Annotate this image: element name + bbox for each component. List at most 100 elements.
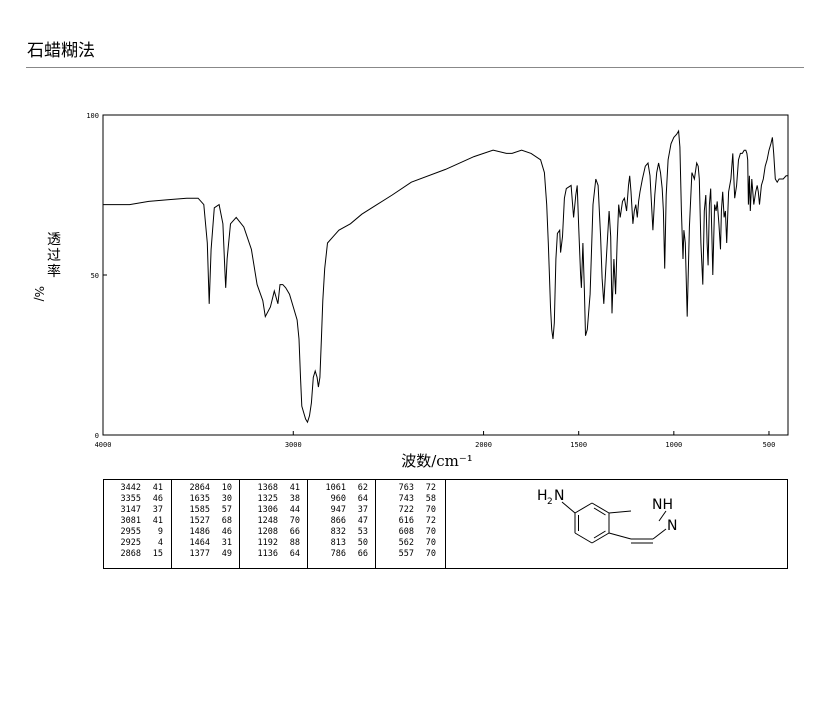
peak-row: 947 37	[308, 505, 375, 516]
peak-wavenumber: 960	[330, 494, 346, 504]
x-tick-label: 500	[763, 441, 776, 449]
peak-wavenumber: 1136	[257, 549, 278, 559]
structure-bonds	[561, 501, 667, 544]
peak-transmittance: 70	[425, 527, 436, 537]
peak-transmittance: 46	[152, 494, 163, 504]
peak-row: 960 64	[308, 494, 375, 505]
peak-row: 813 50	[308, 538, 375, 549]
peak-wavenumber: 1248	[257, 516, 278, 526]
peak-row: 763 72	[376, 483, 445, 494]
peak-wavenumber: 1527	[189, 516, 210, 526]
peak-transmittance: 68	[221, 516, 232, 526]
amine-h-label: H	[537, 488, 548, 504]
peak-row: 743 58	[376, 494, 445, 505]
nh-label: NH	[652, 497, 673, 513]
peak-wavenumber: 813	[330, 538, 346, 548]
peak-transmittance: 53	[357, 527, 368, 537]
peak-row: 786 66	[308, 549, 375, 560]
y-axis-ticks: 0 50 100	[86, 112, 107, 440]
peak-table-column: 763 72 743 58 722 70 616 72 608 70 562 70 557 70	[376, 479, 446, 569]
peak-transmittance: 30	[221, 494, 232, 504]
peak-row: 1377 49	[172, 549, 239, 560]
peak-transmittance: 57	[221, 505, 232, 515]
peak-wavenumber: 2955	[120, 527, 141, 537]
y-axis-label-char: 率	[47, 264, 61, 280]
peak-transmittance: 46	[221, 527, 232, 537]
peak-row: 1325 38	[240, 494, 307, 505]
peak-wavenumber: 1486	[189, 527, 210, 537]
peak-transmittance: 70	[425, 549, 436, 559]
peak-transmittance: 9	[157, 527, 163, 537]
peak-table-column: 1368 41 1325 38 1306 44 1248 70 1208 66 1192 88 1136…	[240, 479, 308, 569]
peak-transmittance: 64	[357, 494, 368, 504]
peak-row: 3147 37	[103, 505, 171, 516]
peak-row: 722 70	[376, 505, 445, 516]
title-divider	[26, 67, 804, 68]
peak-transmittance: 49	[221, 549, 232, 559]
peak-row: 1208 66	[240, 527, 307, 538]
y-axis-label-char: 过	[47, 248, 61, 264]
peak-wavenumber: 1464	[189, 538, 210, 548]
peak-wavenumber: 1208	[257, 527, 278, 537]
peak-transmittance: 41	[152, 516, 163, 526]
x-tick-label: 4000	[95, 441, 112, 449]
peak-wavenumber: 562	[398, 538, 414, 548]
peak-transmittance: 70	[425, 538, 436, 548]
peak-transmittance: 50	[357, 538, 368, 548]
peak-transmittance: 47	[357, 516, 368, 526]
peak-row: 2864 10	[172, 483, 239, 494]
peak-wavenumber: 1192	[257, 538, 278, 548]
peak-transmittance: 72	[425, 516, 436, 526]
x-axis-label: 波数/cm⁻¹	[401, 452, 473, 470]
peak-wavenumber: 866	[330, 516, 346, 526]
peak-table-column: 3442 41 3355 46 3147 37 3081 41 2955 9 2925 4 2868 15	[103, 479, 172, 569]
peak-wavenumber: 1635	[189, 494, 210, 504]
peak-wavenumber: 947	[330, 505, 346, 515]
peak-wavenumber: 1377	[189, 549, 210, 559]
peak-row: 3081 41	[103, 516, 171, 527]
peak-wavenumber: 3355	[120, 494, 141, 504]
peak-row: 832 53	[308, 527, 375, 538]
peak-transmittance: 37	[152, 505, 163, 515]
peak-wavenumber: 1585	[189, 505, 210, 515]
peak-transmittance: 88	[289, 538, 300, 548]
peak-transmittance: 66	[357, 549, 368, 559]
x-tick-label: 1500	[570, 441, 587, 449]
peak-transmittance: 15	[152, 549, 163, 559]
y-axis-label-char: 透	[47, 232, 61, 248]
peak-transmittance: 31	[221, 538, 232, 548]
peak-wavenumber: 786	[330, 549, 346, 559]
peak-row: 1192 88	[240, 538, 307, 549]
peak-row: 1585 57	[172, 505, 239, 516]
peak-wavenumber: 3081	[120, 516, 141, 526]
peak-transmittance: 72	[425, 483, 436, 493]
peak-wavenumber: 1061	[325, 483, 346, 493]
peak-wavenumber: 1368	[257, 483, 278, 493]
page-title: 石蜡糊法	[27, 41, 95, 61]
peak-wavenumber: 557	[398, 549, 414, 559]
peak-row: 562 70	[376, 538, 445, 549]
peak-wavenumber: 832	[330, 527, 346, 537]
peak-row: 3442 41	[103, 483, 171, 494]
peak-transmittance: 10	[221, 483, 232, 493]
peak-row: 1635 30	[172, 494, 239, 505]
peak-transmittance: 41	[152, 483, 163, 493]
peak-row: 2955 9	[103, 527, 171, 538]
peak-row: 1136 64	[240, 549, 307, 560]
peak-wavenumber: 3442	[120, 483, 141, 493]
peak-transmittance: 58	[425, 494, 436, 504]
peak-transmittance: 64	[289, 549, 300, 559]
peak-row: 1486 46	[172, 527, 239, 538]
peak-row: 1248 70	[240, 516, 307, 527]
peak-wavenumber: 743	[398, 494, 414, 504]
peak-row: 557 70	[376, 549, 445, 560]
x-tick-label: 1000	[665, 441, 682, 449]
peak-row: 1464 31	[172, 538, 239, 549]
peak-row: 2868 15	[103, 549, 171, 560]
y-tick-label: 50	[91, 272, 99, 280]
peak-table-column: 1061 62 960 64 947 37 866 47 832 53 813 50 786 66	[308, 479, 376, 569]
peak-transmittance: 70	[425, 505, 436, 515]
peak-transmittance: 41	[289, 483, 300, 493]
peak-row: 616 72	[376, 516, 445, 527]
